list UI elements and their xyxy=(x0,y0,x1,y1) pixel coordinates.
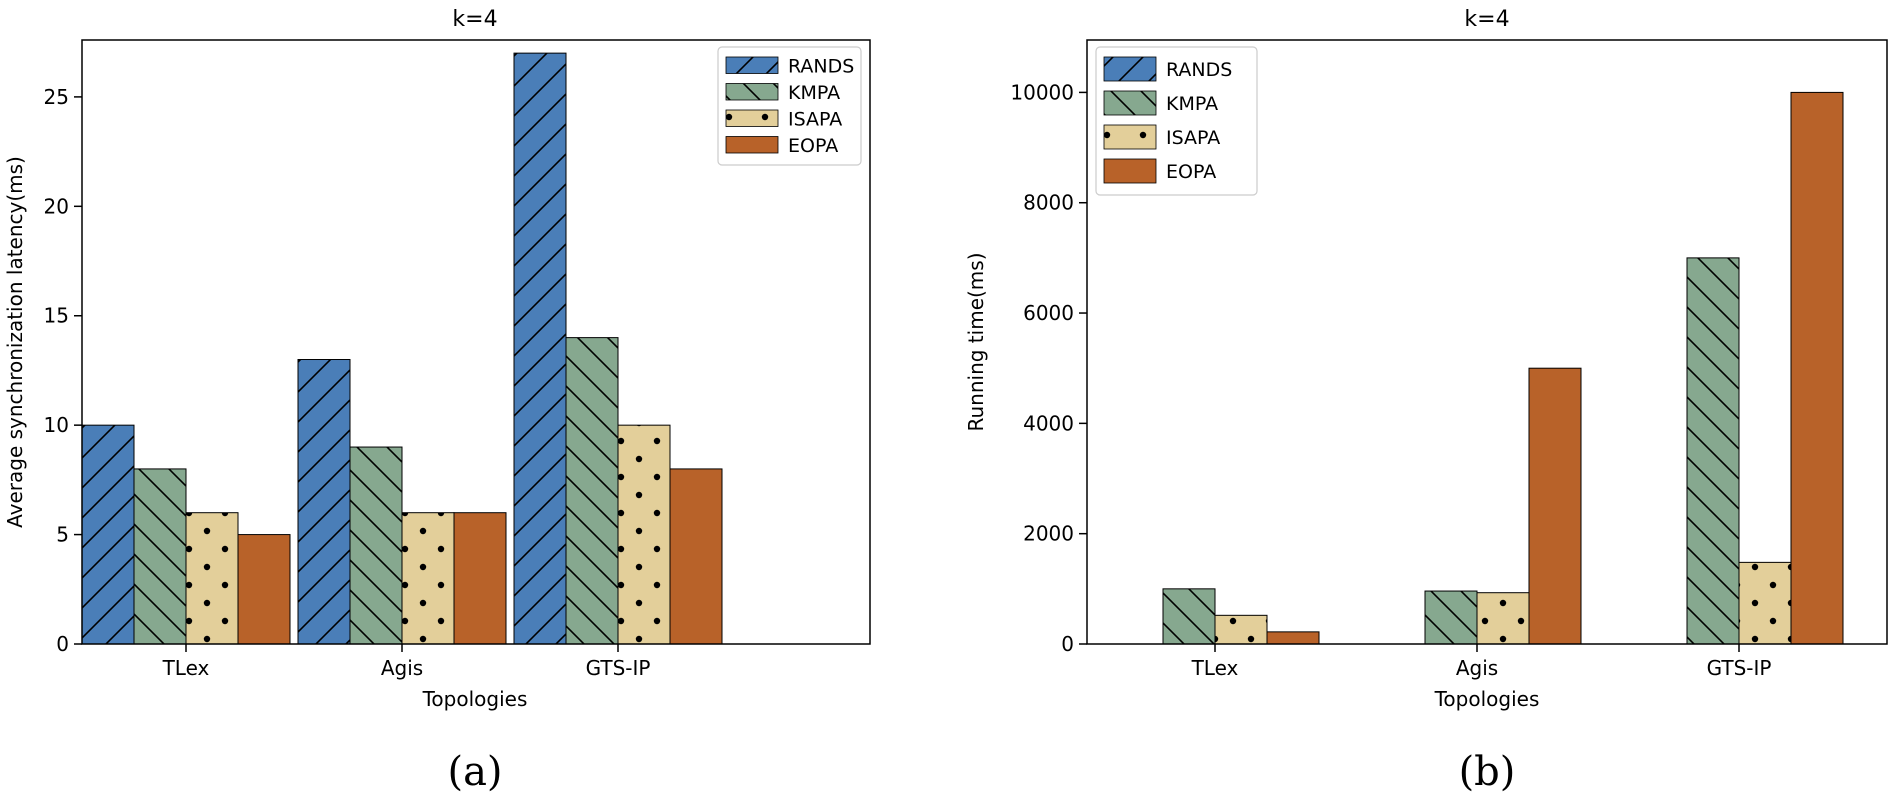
chart-running-time: k=4 0 2000 4000 6000 8000 10000 TLex Agis GTS-I… xyxy=(964,7,1888,795)
x-axis-ticks: TLex Agis GTS-IP xyxy=(1191,644,1772,680)
legend-label-kmpa: KMPA xyxy=(1166,93,1218,115)
bar-eopa-agis xyxy=(1528,367,1582,645)
legend-label-isapa: ISAPA xyxy=(1166,127,1220,149)
y-tick-label: 0 xyxy=(1061,632,1074,656)
chart-latency: k=4 0 5 10 15 20 25 TLex Agis GTS-IP Topologies… xyxy=(3,7,871,795)
bar-isapa-gts-ip xyxy=(1738,561,1792,645)
bar-group xyxy=(81,52,723,645)
legend-label-eopa: EOPA xyxy=(1166,161,1216,183)
bar-eopa-tlex xyxy=(1266,631,1320,645)
bar-isapa-gts-ip xyxy=(617,424,671,645)
legend-swatch-kmpa xyxy=(1103,90,1157,116)
bar-isapa-tlex xyxy=(185,512,239,645)
x-axis-ticks: TLex Agis GTS-IP xyxy=(162,644,651,680)
y-tick-label: 20 xyxy=(44,194,69,218)
legend-swatch-isapa xyxy=(1103,124,1157,150)
x-axis-label: Topologies xyxy=(1434,687,1540,711)
y-tick-label: 5 xyxy=(56,523,69,547)
legend-label-kmpa: KMPA xyxy=(788,82,840,104)
y-tick-label: 10000 xyxy=(1010,80,1074,104)
bar-kmpa-gts-ip xyxy=(1686,257,1740,645)
bar-eopa-agis xyxy=(453,512,507,645)
chart-title: k=4 xyxy=(452,7,497,32)
legend-label-isapa: ISAPA xyxy=(788,108,842,130)
x-tick-label: TLex xyxy=(1191,656,1239,680)
x-tick-label: Agis xyxy=(1456,656,1498,680)
legend-swatch-rands xyxy=(725,56,779,74)
plot-frame xyxy=(81,39,871,645)
y-axis-ticks: 0 5 10 15 20 25 xyxy=(44,85,82,656)
bar-isapa-agis xyxy=(401,512,455,645)
bar-kmpa-tlex xyxy=(133,468,187,645)
y-tick-label: 25 xyxy=(44,85,69,109)
y-axis-ticks: 0 2000 4000 6000 8000 10000 xyxy=(1010,80,1087,656)
x-axis-label: Topologies xyxy=(422,687,528,711)
figure-caption: (b) xyxy=(1459,749,1516,795)
figure-caption: (a) xyxy=(447,749,502,795)
bar-kmpa-tlex xyxy=(1162,588,1216,645)
bar-kmpa-agis xyxy=(1424,590,1478,645)
legend-swatch-rands xyxy=(1103,56,1157,82)
y-axis-label: Running time(ms) xyxy=(964,252,988,431)
bar-isapa-agis xyxy=(1476,592,1530,645)
bar-rands-gts-ip xyxy=(513,52,567,645)
y-axis-label: Average synchronization latency(ms) xyxy=(3,156,27,528)
legend-box xyxy=(717,46,862,166)
x-tick-label: GTS-IP xyxy=(1707,656,1772,680)
bar-rands-tlex xyxy=(81,424,135,645)
y-tick-label: 4000 xyxy=(1023,411,1074,435)
y-tick-label: 8000 xyxy=(1023,191,1074,215)
bar-kmpa-gts-ip xyxy=(565,337,619,645)
chart-title: k=4 xyxy=(1464,7,1509,32)
bar-eopa-gts-ip xyxy=(1790,91,1844,645)
legend-label-rands: RANDS xyxy=(1166,59,1232,81)
legend-swatch-eopa xyxy=(1103,158,1157,184)
legend-label-rands: RANDS xyxy=(788,55,854,77)
legend-box xyxy=(1095,46,1258,196)
x-tick-label: GTS-IP xyxy=(586,656,651,680)
bar-eopa-gts-ip xyxy=(669,468,723,645)
bar-group xyxy=(1162,91,1844,645)
y-tick-label: 0 xyxy=(56,632,69,656)
bar-kmpa-agis xyxy=(349,446,403,645)
y-tick-label: 6000 xyxy=(1023,301,1074,325)
y-tick-label: 2000 xyxy=(1023,522,1074,546)
legend-label-eopa: EOPA xyxy=(788,135,838,157)
legend: RANDS KMPA ISAPA EOPA xyxy=(1095,46,1258,196)
legend: RANDS KMPA ISAPA EOPA xyxy=(717,46,862,166)
legend-swatch-eopa xyxy=(725,136,779,154)
legend-swatch-kmpa xyxy=(725,83,779,101)
y-tick-label: 10 xyxy=(44,413,69,437)
plot-frame xyxy=(1086,39,1888,645)
y-tick-label: 15 xyxy=(44,304,69,328)
legend-swatch-isapa xyxy=(725,109,779,127)
x-tick-label: TLex xyxy=(162,656,210,680)
bar-rands-agis xyxy=(297,359,351,645)
bar-isapa-tlex xyxy=(1214,614,1268,645)
bar-eopa-tlex xyxy=(237,534,291,645)
x-tick-label: Agis xyxy=(381,656,423,680)
